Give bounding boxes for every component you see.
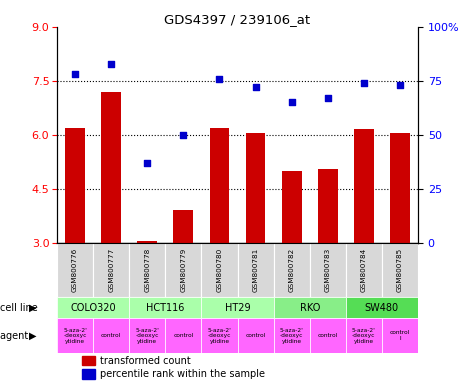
Text: control
l: control l bbox=[390, 330, 410, 341]
Point bbox=[324, 95, 332, 101]
FancyBboxPatch shape bbox=[382, 318, 418, 353]
Point bbox=[252, 84, 259, 90]
FancyBboxPatch shape bbox=[346, 243, 382, 297]
Text: cell line: cell line bbox=[0, 303, 41, 313]
Bar bbox=[282, 171, 302, 243]
Text: COLO320: COLO320 bbox=[70, 303, 116, 313]
Text: agent: agent bbox=[0, 331, 32, 341]
FancyBboxPatch shape bbox=[57, 318, 93, 353]
Text: GSM800782: GSM800782 bbox=[289, 248, 294, 292]
Bar bbox=[82, 356, 95, 365]
Text: GSM800778: GSM800778 bbox=[144, 248, 150, 292]
Text: GSM800781: GSM800781 bbox=[253, 248, 258, 292]
Text: control: control bbox=[101, 333, 121, 338]
Text: transformed count: transformed count bbox=[100, 356, 191, 366]
FancyBboxPatch shape bbox=[201, 297, 274, 318]
Point bbox=[71, 71, 79, 78]
Point bbox=[107, 61, 115, 67]
Text: 5-aza-2'
-deoxyc
ytidine: 5-aza-2' -deoxyc ytidine bbox=[63, 328, 87, 344]
Text: control: control bbox=[173, 333, 193, 338]
FancyBboxPatch shape bbox=[274, 243, 310, 297]
Text: 5-aza-2'
-deoxyc
ytidine: 5-aza-2' -deoxyc ytidine bbox=[135, 328, 159, 344]
Text: HT29: HT29 bbox=[225, 303, 250, 313]
Bar bbox=[246, 133, 266, 243]
Text: GSM800784: GSM800784 bbox=[361, 248, 367, 292]
Bar bbox=[173, 210, 193, 243]
FancyBboxPatch shape bbox=[238, 318, 274, 353]
Text: control: control bbox=[318, 333, 338, 338]
Text: SW480: SW480 bbox=[365, 303, 399, 313]
FancyBboxPatch shape bbox=[238, 243, 274, 297]
Point bbox=[288, 99, 295, 106]
Text: 5-aza-2'
-deoxyc
ytidine: 5-aza-2' -deoxyc ytidine bbox=[208, 328, 231, 344]
Point bbox=[216, 76, 223, 82]
FancyBboxPatch shape bbox=[57, 297, 129, 318]
Bar bbox=[390, 133, 410, 243]
Text: percentile rank within the sample: percentile rank within the sample bbox=[100, 369, 266, 379]
Text: GSM800783: GSM800783 bbox=[325, 248, 331, 292]
FancyBboxPatch shape bbox=[201, 243, 238, 297]
FancyBboxPatch shape bbox=[274, 318, 310, 353]
Title: GDS4397 / 239106_at: GDS4397 / 239106_at bbox=[164, 13, 311, 26]
Bar bbox=[65, 127, 85, 243]
Bar bbox=[318, 169, 338, 243]
FancyBboxPatch shape bbox=[129, 243, 165, 297]
FancyBboxPatch shape bbox=[129, 297, 201, 318]
Bar bbox=[137, 241, 157, 243]
Text: GSM800785: GSM800785 bbox=[397, 248, 403, 292]
Point bbox=[143, 160, 151, 166]
FancyBboxPatch shape bbox=[310, 318, 346, 353]
Text: ▶: ▶ bbox=[29, 303, 37, 313]
Bar bbox=[209, 127, 229, 243]
FancyBboxPatch shape bbox=[346, 318, 382, 353]
FancyBboxPatch shape bbox=[165, 243, 201, 297]
FancyBboxPatch shape bbox=[346, 297, 418, 318]
FancyBboxPatch shape bbox=[165, 318, 201, 353]
Text: 5-aza-2'
-deoxyc
ytidine: 5-aza-2' -deoxyc ytidine bbox=[352, 328, 376, 344]
FancyBboxPatch shape bbox=[93, 318, 129, 353]
FancyBboxPatch shape bbox=[274, 297, 346, 318]
FancyBboxPatch shape bbox=[310, 243, 346, 297]
Text: 5-aza-2'
-deoxyc
ytidine: 5-aza-2' -deoxyc ytidine bbox=[280, 328, 304, 344]
Text: GSM800779: GSM800779 bbox=[180, 248, 186, 292]
Text: HCT116: HCT116 bbox=[146, 303, 184, 313]
Point bbox=[396, 82, 404, 88]
Text: GSM800777: GSM800777 bbox=[108, 248, 114, 292]
Text: GSM800776: GSM800776 bbox=[72, 248, 78, 292]
Point bbox=[360, 80, 368, 86]
Bar bbox=[82, 369, 95, 379]
Bar bbox=[354, 129, 374, 243]
Text: GSM800780: GSM800780 bbox=[217, 248, 222, 292]
Bar bbox=[101, 92, 121, 243]
Point bbox=[180, 132, 187, 138]
FancyBboxPatch shape bbox=[382, 243, 418, 297]
Text: ▶: ▶ bbox=[29, 331, 37, 341]
Text: control: control bbox=[246, 333, 266, 338]
FancyBboxPatch shape bbox=[57, 243, 93, 297]
FancyBboxPatch shape bbox=[201, 318, 238, 353]
FancyBboxPatch shape bbox=[93, 243, 129, 297]
Text: RKO: RKO bbox=[300, 303, 320, 313]
FancyBboxPatch shape bbox=[129, 318, 165, 353]
